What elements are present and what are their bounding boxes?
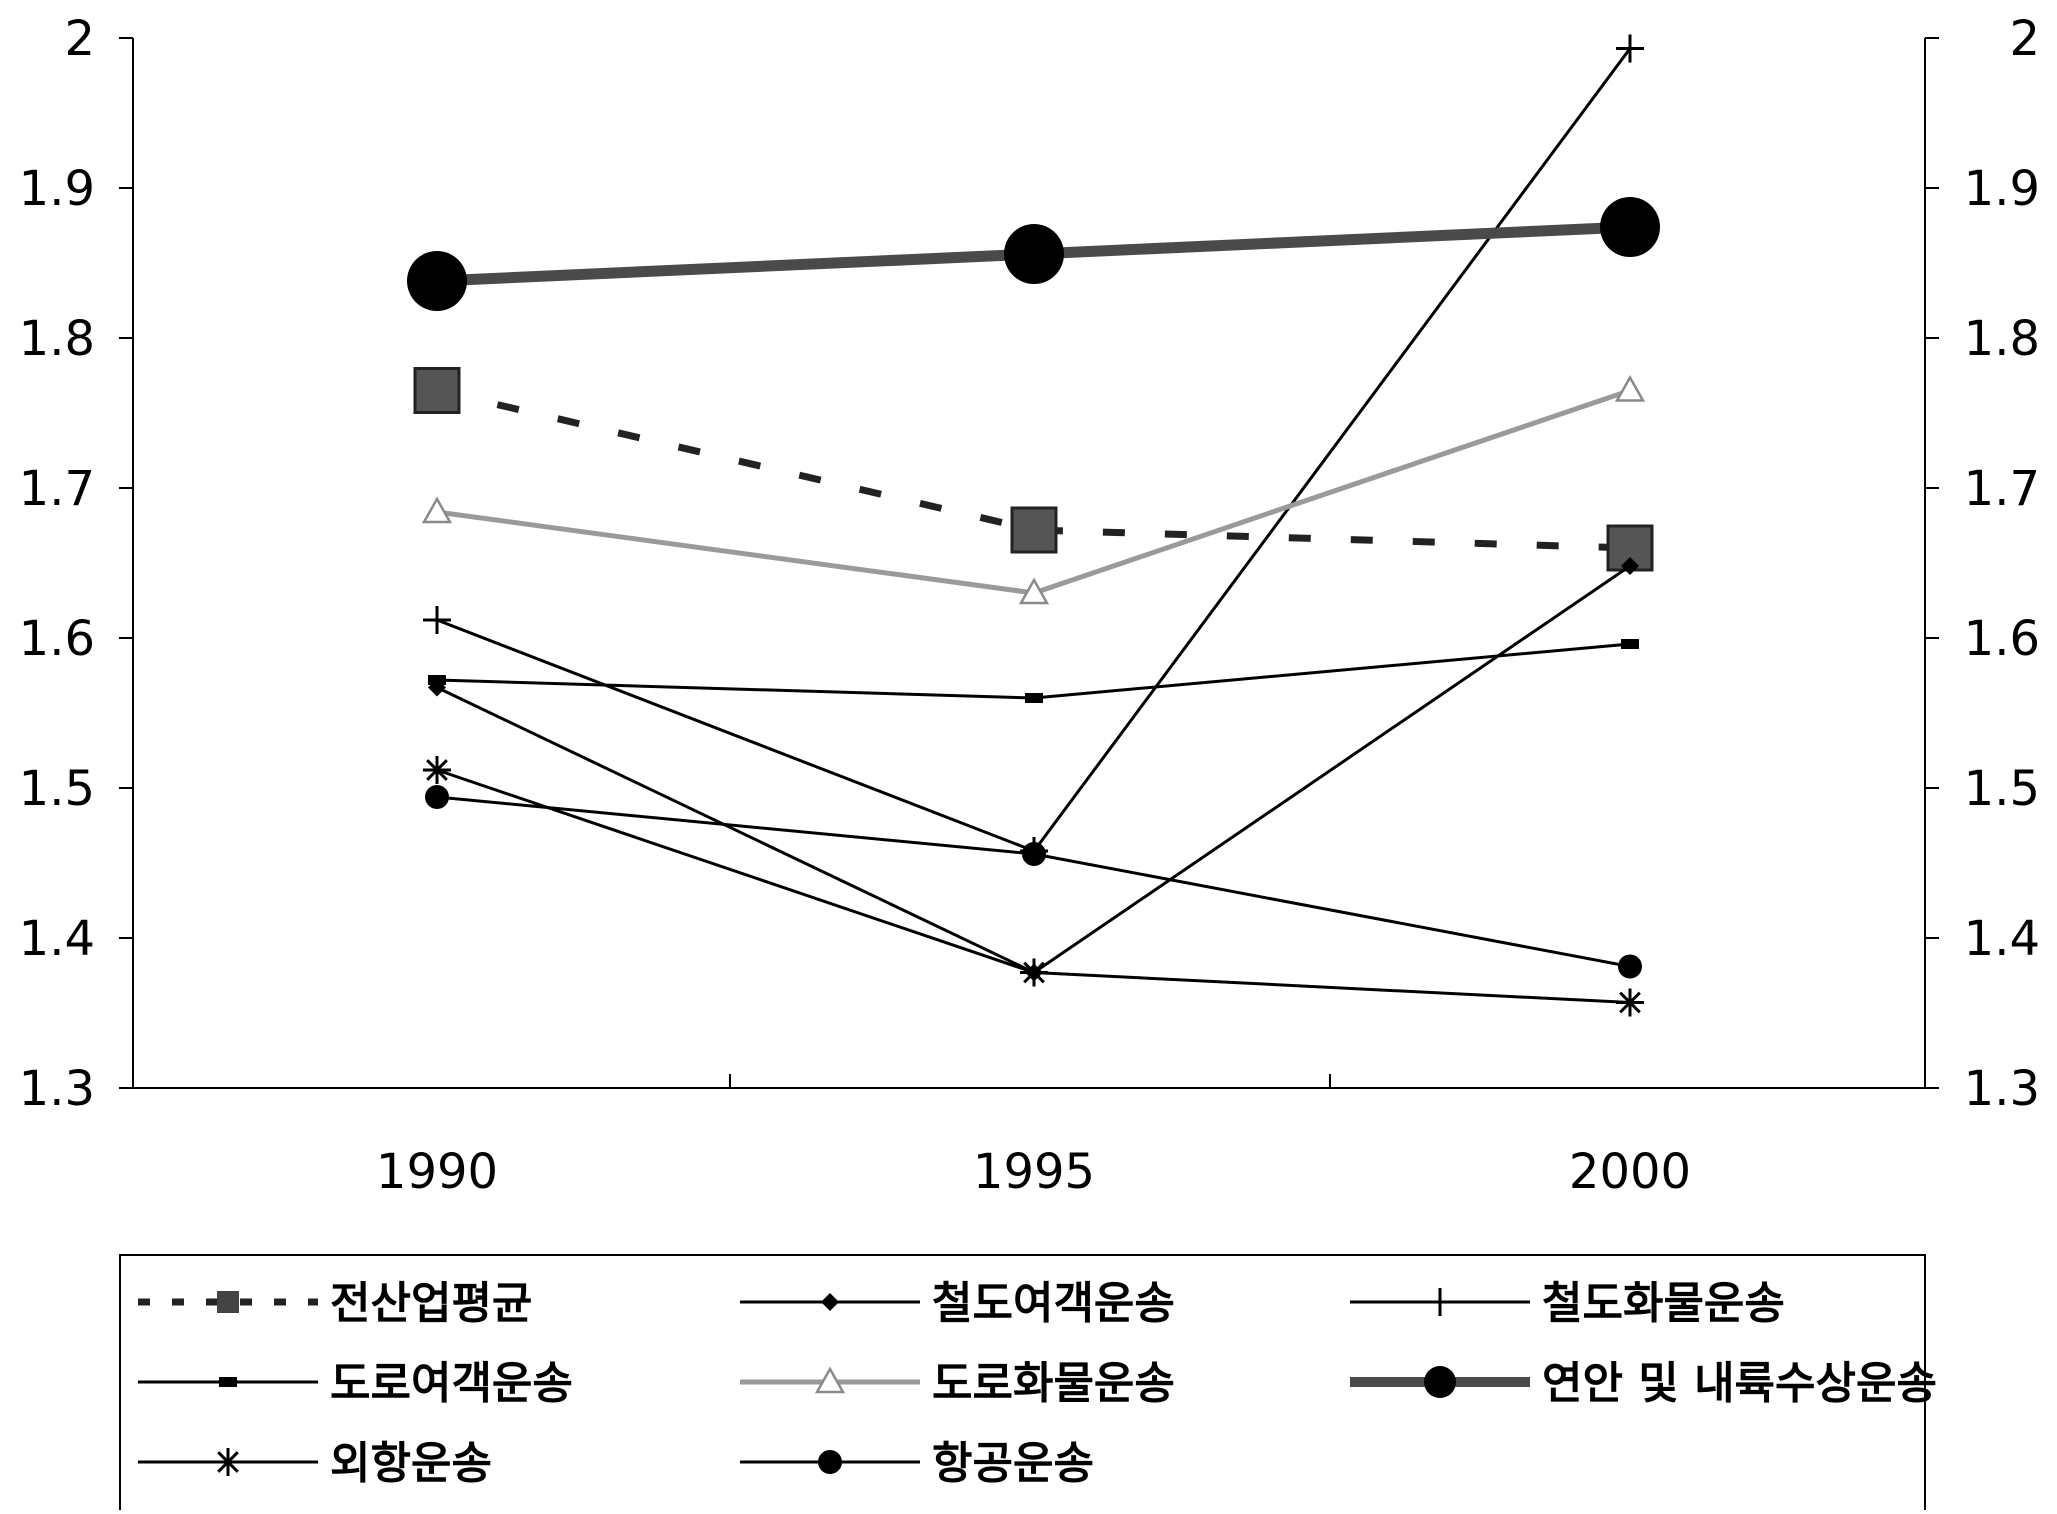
series-4: [428, 639, 1639, 703]
series-7-point: [1616, 988, 1644, 1017]
legend-label: 철도화물운송: [1542, 1278, 1785, 1329]
legend-label: 연안 및 내륙수상운송: [1542, 1358, 1937, 1409]
series-5-point: [421, 496, 453, 524]
y-tick-label-left: 1.3: [19, 1061, 95, 1117]
legend-label: 항공운송: [932, 1438, 1094, 1489]
y-tick-label-left: 1.8: [19, 311, 95, 367]
y-tick-label-right: 1.8: [1964, 311, 2040, 367]
y-tick-label-right: 1.7: [1964, 461, 2040, 517]
series-4-point: [428, 675, 446, 685]
series-1-point: [1010, 506, 1058, 554]
series-5-point: [1018, 577, 1050, 605]
y-tick-label-right: 1.3: [1964, 1061, 2040, 1117]
series-2-point: [1621, 557, 1639, 575]
series-7-point: [1020, 958, 1048, 987]
y-tick-label-left: 2: [64, 11, 95, 67]
axes-group: 1.3 1.3 1.4 1.4 1.5 1.5 1.6 1.6 1.7 1.7 1.8 1.8 1.9 1…: [19, 11, 2040, 1200]
legend-item-6: 연안 및 내륙수상운송: [1350, 1358, 1937, 1409]
series-6: [407, 197, 1660, 311]
x-tick-label: 2000: [1569, 1144, 1691, 1200]
series-8-point: [1022, 842, 1046, 866]
x-tick-label: 1995: [973, 1144, 1095, 1200]
series-6-point: [1004, 224, 1064, 284]
series-group: [407, 34, 1660, 1017]
series-2: [428, 557, 1639, 982]
legend-label: 도로화물운송: [932, 1358, 1175, 1409]
series-5: [421, 374, 1646, 605]
series-4-point: [1621, 639, 1639, 649]
y-tick-label-left: 1.7: [19, 461, 95, 517]
legend-label: 전산업평균: [330, 1278, 532, 1329]
series-8-point: [1618, 954, 1642, 979]
legend-swatch-marker: [821, 1293, 839, 1311]
series-8-point: [425, 785, 449, 809]
series-1-line: [436, 387, 1631, 552]
legend-item-5: 도로화물운송: [740, 1358, 1175, 1409]
series-8: [425, 785, 1642, 979]
legend-item-8: 항공운송: [740, 1438, 1094, 1489]
series-1: [413, 367, 1654, 572]
legend-label: 도로여객운송: [330, 1358, 573, 1409]
legend-item-3: 철도화물운송: [1350, 1278, 1785, 1329]
series-5-point: [1614, 374, 1646, 402]
series-7-point: [423, 756, 451, 784]
legend-item-4: 도로여객운송: [138, 1358, 573, 1409]
series-4-point: [1025, 693, 1043, 703]
y-tick-label-left: 1.9: [19, 161, 95, 217]
legend-label: 철도여객운송: [932, 1278, 1175, 1329]
legend-item-7: 외항운송: [138, 1438, 492, 1489]
legend-swatch-marker: [214, 1448, 242, 1476]
legend-item-2: 철도여객운송: [740, 1278, 1175, 1329]
y-tick-label-right: 1.5: [1964, 761, 2040, 817]
y-tick-label-left: 1.4: [19, 911, 95, 967]
legend-swatch-marker: [1424, 1366, 1456, 1398]
y-tick-label-right: 1.4: [1964, 911, 2040, 967]
series-2-line: [436, 564, 1631, 974]
legend-box: [119, 1254, 1926, 1514]
legend-swatch-marker: [219, 1377, 237, 1387]
series-3-point: [1616, 34, 1644, 63]
series-6-point: [407, 251, 467, 311]
series-1-point: [413, 367, 461, 414]
x-tick-label: 1990: [376, 1144, 498, 1200]
y-tick-label-right: 1.9: [1964, 161, 2040, 217]
legend-swatch-marker: [1426, 1288, 1454, 1316]
legend-swatch-marker: [217, 1291, 239, 1313]
series-6-point: [1600, 197, 1660, 257]
y-tick-label-left: 1.5: [19, 761, 95, 817]
y-tick-label-left: 1.6: [19, 611, 95, 667]
legend-item-1: 전산업평균: [138, 1278, 532, 1329]
legend-swatch-marker: [814, 1366, 846, 1394]
y-tick-label-right: 1.6: [1964, 611, 2040, 667]
legend-swatch-marker: [818, 1450, 842, 1474]
series-7: [423, 756, 1644, 1017]
series-3-point: [423, 606, 451, 634]
series-5-line: [436, 388, 1631, 596]
series-8-line: [436, 795, 1631, 968]
y-tick-label-right: 2: [2009, 11, 2040, 67]
legend-label: 외항운송: [330, 1438, 492, 1489]
